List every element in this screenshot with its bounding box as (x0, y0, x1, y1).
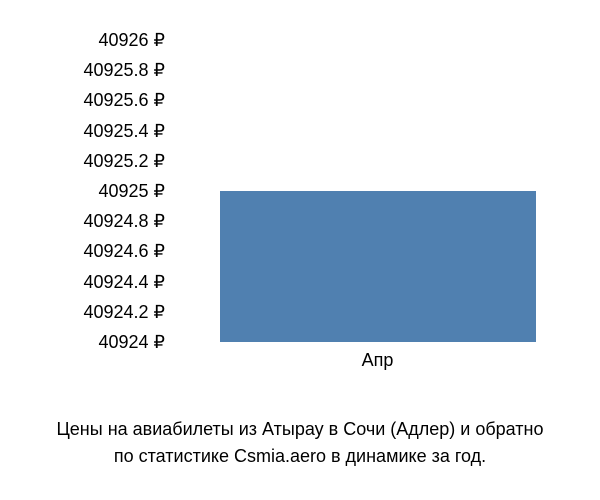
x-tick-label: Апр (362, 350, 394, 371)
y-tick-label: 40925.4 ₽ (83, 122, 165, 140)
y-tick-label: 40924.6 ₽ (83, 242, 165, 260)
y-tick-label: 40924.4 ₽ (83, 273, 165, 291)
y-tick-label: 40925.8 ₽ (83, 61, 165, 79)
y-axis: 40926 ₽ 40925.8 ₽ 40925.6 ₽ 40925.4 ₽ 40… (30, 40, 165, 370)
plot-area (180, 40, 575, 342)
caption-line-1: Цены на авиабилеты из Атырау в Сочи (Адл… (56, 419, 543, 439)
y-tick-label: 40924 ₽ (98, 333, 165, 351)
y-tick-label: 40924.8 ₽ (83, 212, 165, 230)
y-tick-label: 40926 ₽ (98, 31, 165, 49)
y-tick-label: 40924.2 ₽ (83, 303, 165, 321)
chart-container: 40926 ₽ 40925.8 ₽ 40925.6 ₽ 40925.4 ₽ 40… (30, 40, 590, 370)
y-tick-label: 40925.6 ₽ (83, 91, 165, 109)
bar-apr (220, 191, 536, 342)
y-tick-label: 40925 ₽ (98, 182, 165, 200)
caption-line-2: по статистике Csmia.aero в динамике за г… (114, 446, 486, 466)
chart-caption: Цены на авиабилеты из Атырау в Сочи (Адл… (0, 416, 600, 470)
y-tick-label: 40925.2 ₽ (83, 152, 165, 170)
